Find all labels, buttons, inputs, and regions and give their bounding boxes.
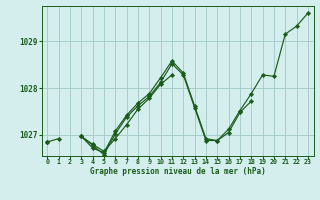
X-axis label: Graphe pression niveau de la mer (hPa): Graphe pression niveau de la mer (hPa)	[90, 167, 266, 176]
